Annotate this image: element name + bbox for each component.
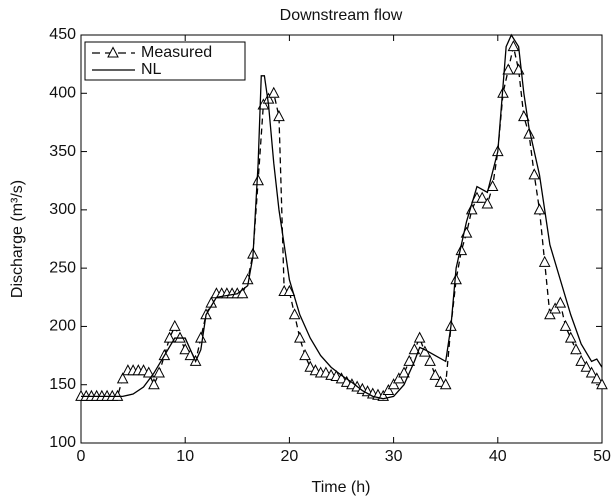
data-point <box>408 343 421 355</box>
legend-label: Measured <box>141 44 212 61</box>
data-point <box>236 287 249 299</box>
data-point <box>481 197 494 209</box>
data-point <box>413 331 426 343</box>
data-point <box>549 302 561 314</box>
x-tick-label: 50 <box>593 448 611 465</box>
data-point <box>507 40 520 52</box>
data-point <box>163 331 176 343</box>
x-tick-label: 30 <box>385 448 403 465</box>
data-point <box>590 372 603 384</box>
plot-frame <box>80 34 603 444</box>
legend-label: NL <box>141 61 162 78</box>
x-tick-label: 10 <box>176 448 194 465</box>
series-line <box>81 33 603 400</box>
data-point <box>288 308 301 320</box>
data-point <box>486 179 499 192</box>
data-point <box>502 63 515 75</box>
data-point <box>559 319 572 331</box>
data-point <box>476 191 488 203</box>
data-point <box>455 244 468 256</box>
data-point <box>538 255 551 267</box>
data-point <box>283 284 296 296</box>
y-tick-label: 150 <box>49 376 76 393</box>
data-point <box>293 331 306 343</box>
y-tick-label: 100 <box>49 434 76 451</box>
data-point <box>111 389 124 401</box>
data-point <box>575 354 587 366</box>
data-point <box>554 296 567 308</box>
data-point <box>267 86 280 98</box>
data-point <box>523 127 535 139</box>
data-point <box>382 383 395 396</box>
data-point <box>544 308 556 320</box>
data-point <box>429 368 442 380</box>
data-point <box>564 331 577 343</box>
y-tick-label: 350 <box>49 143 76 160</box>
data-point <box>142 366 155 378</box>
chart-title: Downstream flow <box>280 7 403 24</box>
data-point <box>585 366 598 378</box>
y-tick-label: 450 <box>49 26 76 43</box>
y-axis-label: Discharge (m³/s) <box>9 180 26 298</box>
data-point <box>387 378 400 390</box>
data-point <box>424 354 436 366</box>
data-point <box>195 331 207 343</box>
x-tick-label: 0 <box>77 448 86 465</box>
x-tick-label: 20 <box>281 448 299 465</box>
data-point <box>304 360 317 372</box>
data-point <box>518 110 530 122</box>
y-tick-label: 300 <box>49 201 76 218</box>
data-point <box>528 168 541 180</box>
data-point <box>439 378 452 390</box>
data-point <box>153 366 165 378</box>
data-point <box>168 319 181 331</box>
data-point <box>252 174 264 186</box>
x-axis-label: Time (h) <box>312 479 371 496</box>
data-point <box>596 378 608 390</box>
data-point <box>580 360 593 372</box>
data-point <box>570 343 582 355</box>
data-point <box>533 203 546 215</box>
data-point <box>116 372 129 384</box>
series-line <box>81 46 603 398</box>
data-point <box>398 366 410 378</box>
legend-marker <box>107 46 119 58</box>
data-point <box>273 110 285 122</box>
y-tick-label: 200 <box>49 318 76 335</box>
data-point <box>299 348 311 361</box>
data-point <box>335 372 348 384</box>
y-tick-label: 250 <box>49 259 76 276</box>
y-tick-label: 400 <box>49 85 76 102</box>
data-point <box>450 273 462 285</box>
data-point <box>148 378 160 390</box>
data-point <box>174 331 186 343</box>
legend-box <box>84 41 246 81</box>
data-point <box>179 343 192 355</box>
x-tick-label: 40 <box>489 448 507 465</box>
data-point <box>392 372 405 384</box>
data-point <box>403 354 416 366</box>
